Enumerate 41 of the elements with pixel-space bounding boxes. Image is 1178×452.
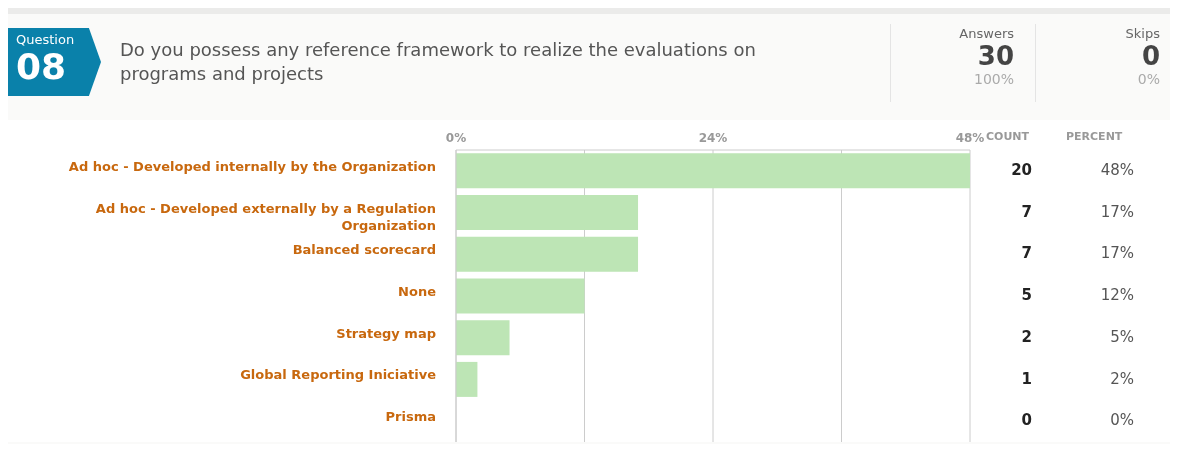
- text: COUNT: [986, 130, 1030, 143]
- text: 7: [1021, 243, 1032, 265]
- text: 0%: [1136, 71, 1160, 87]
- text: 2: [1021, 326, 1032, 348]
- y-tick-label: Prisma: [385, 409, 436, 425]
- text: 17%: [1100, 201, 1134, 223]
- bar: [456, 195, 639, 231]
- text: 100%: [972, 71, 1014, 87]
- text: Answers: [959, 26, 1014, 41]
- text: 20: [1011, 160, 1032, 181]
- bar: [456, 236, 639, 272]
- text: 5: [1021, 285, 1032, 307]
- text: 0: [1021, 410, 1032, 432]
- chart-title: Do you possess any reference framework to realize the evaluations on programs and projects: [120, 38, 757, 86]
- x-tick-label: 0%: [445, 131, 467, 145]
- text: Skips: [1125, 26, 1160, 41]
- bar: [456, 153, 970, 189]
- bar: [456, 320, 510, 356]
- text: 0%: [1110, 410, 1134, 432]
- text: PERCENT: [1066, 130, 1123, 143]
- text: 5%: [1110, 326, 1134, 348]
- text: 17%: [1100, 243, 1134, 265]
- y-tick-label: Ad hoc - Developed internally by the Organization: [68, 158, 436, 174]
- text: 2%: [1110, 368, 1134, 390]
- x-tick-label: 48%: [955, 131, 985, 145]
- y-tick-label: Strategy map: [336, 325, 436, 341]
- y-tick-label: Balanced scorecard: [292, 242, 436, 258]
- text: 48%: [1100, 160, 1134, 181]
- y-tick-label: Global Reporting Iniciative: [240, 367, 437, 383]
- text: Question: [16, 32, 75, 47]
- text: 0: [1140, 41, 1160, 71]
- text: 1: [1021, 368, 1032, 390]
- y-tick-label: None: [398, 284, 437, 299]
- text: 7: [1021, 201, 1032, 223]
- text: 30: [976, 41, 1014, 71]
- x-tick-label: 24%: [698, 131, 728, 145]
- text: 08: [16, 46, 67, 89]
- y-tick-label: Ad hoc - Developed externally by a Regulation Organization: [95, 200, 436, 233]
- text: 12%: [1100, 285, 1134, 307]
- bar: [456, 278, 585, 314]
- bar: [456, 361, 478, 397]
